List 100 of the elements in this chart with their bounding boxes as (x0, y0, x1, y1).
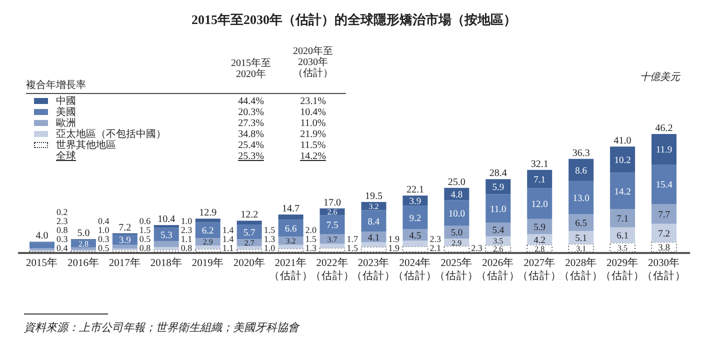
bar (154, 225, 179, 228)
bar (361, 232, 386, 242)
bar (30, 242, 54, 248)
data-label: 2.8 (78, 240, 88, 249)
legend-label: 美國 (56, 107, 76, 118)
data-label: 0.8 (180, 243, 193, 253)
x-tick-label: 2016年 (67, 257, 100, 269)
data-label: 13.0 (572, 194, 590, 204)
bar (402, 206, 428, 230)
bar (568, 230, 594, 244)
data-label: 7.1 (534, 175, 546, 186)
data-label: 1.5 (139, 225, 152, 235)
x-tick-label: 2022年（估計） (310, 257, 354, 282)
bar (527, 234, 552, 245)
bar (70, 247, 96, 250)
data-label: 2.6 (493, 244, 504, 254)
data-label: 6.1 (616, 232, 629, 242)
bar (610, 146, 636, 173)
x-tick-label: 2026年（估計） (476, 257, 520, 282)
data-label: 14.2 (614, 187, 632, 198)
x-tick-label: 2021年（估計） (268, 257, 313, 282)
data-label: 3.8 (658, 244, 670, 254)
bar (652, 204, 676, 224)
annotation: 14.2% (299, 151, 327, 162)
data-label: 1.7 (346, 234, 359, 244)
bar (444, 200, 470, 226)
bar (154, 247, 179, 250)
bar (195, 246, 220, 250)
bar (320, 215, 345, 234)
total-label: 12.9 (199, 208, 217, 219)
x-tick-label: 2023年（估計） (352, 257, 396, 282)
data-label: 0.8 (139, 243, 152, 253)
bar (652, 224, 676, 242)
data-label: 0.2 (56, 207, 68, 217)
data-label: 2.8 (534, 244, 545, 254)
data-label: 0.3 (98, 234, 110, 244)
bar (652, 164, 676, 204)
data-label: 5.7 (243, 228, 256, 238)
legend-label: 中國 (56, 96, 76, 107)
data-label: 3.9 (409, 196, 422, 207)
bar (402, 240, 428, 247)
x-tick-label: 2025年（估計） (434, 257, 479, 282)
data-label: 1.9 (388, 234, 400, 244)
data-label: 7.1 (616, 214, 629, 225)
data-label: 3.5 (493, 236, 504, 246)
annotation: 25.3% (237, 151, 265, 162)
data-label: 2.3 (430, 234, 442, 244)
data-label: 2.3 (180, 225, 193, 235)
data-label: 11.9 (656, 146, 672, 156)
data-label: 6.5 (575, 219, 588, 230)
data-label: 5.4 (492, 226, 504, 236)
data-label: 5.9 (492, 183, 504, 194)
data-label: 1.1 (180, 234, 192, 244)
text: 2015年至2020年 (230, 58, 272, 80)
x-tick-label: 2017年 (108, 257, 141, 269)
bar (112, 244, 138, 249)
data-label: 3.7 (327, 234, 338, 244)
text: 27.3% (237, 118, 265, 129)
legend-label: 世界其他地區 (56, 140, 116, 151)
data-label: 4.8 (450, 190, 463, 200)
data-label: 4.1 (368, 233, 380, 244)
bar (568, 158, 594, 181)
data-label: 2.0 (305, 225, 318, 235)
total-label: 7.2 (118, 222, 132, 234)
bar (486, 222, 511, 236)
data-label: 3.9 (118, 236, 132, 246)
data-label: 7.5 (326, 221, 338, 232)
x-tick-label: 2018年 (150, 257, 182, 269)
data-label: 1.5 (346, 243, 359, 253)
data-label: 1.0 (98, 225, 110, 235)
annotation: 25.4% (237, 140, 265, 151)
data-label: 12.0 (531, 200, 548, 210)
data-label: 3.1 (576, 244, 586, 253)
x-tick-label: 2015年 (26, 257, 58, 269)
data-label: 6.6 (284, 224, 297, 235)
bar (610, 172, 636, 210)
data-label: 0.4 (98, 216, 110, 226)
bar (194, 248, 221, 252)
total-label: 28.4 (489, 168, 507, 180)
text: 23.1% (299, 96, 327, 107)
bar (278, 248, 304, 252)
data-label: 2.3 (56, 216, 68, 226)
x-tick-label: 2019年 (192, 257, 224, 269)
data-label: 15.4 (656, 180, 673, 191)
data-label: 2.9 (202, 238, 213, 247)
legend-label: 歐洲 (56, 118, 76, 129)
data-label: 10.0 (448, 209, 466, 220)
data-label: 1.0 (264, 243, 276, 253)
data-label: 1.3 (305, 243, 318, 253)
data-label: 2.9 (452, 238, 462, 248)
data-label: 3.2 (286, 236, 296, 246)
bar (652, 134, 676, 165)
data-label: 5.3 (160, 230, 173, 241)
bar (320, 234, 345, 244)
data-label: 1.9 (388, 243, 400, 253)
data-label: 2.7 (244, 238, 254, 248)
data-label: 9.2 (409, 214, 422, 224)
text: 20.3% (237, 107, 265, 118)
data-label: 7.2 (658, 229, 670, 240)
bar (486, 194, 511, 222)
